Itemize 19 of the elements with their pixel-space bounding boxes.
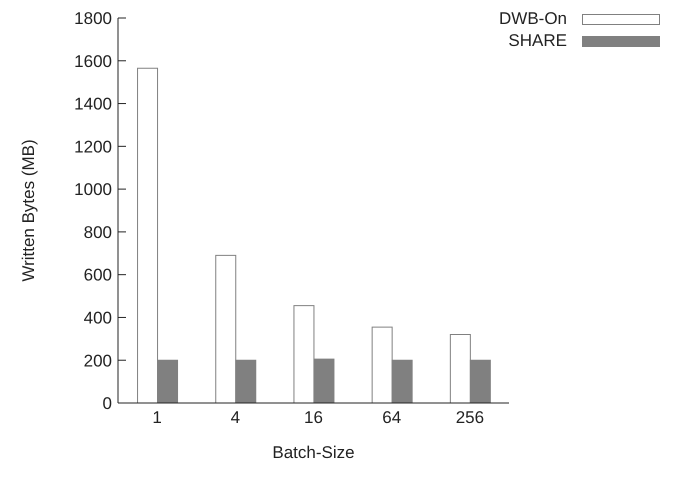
y-tick-label: 1400 bbox=[74, 94, 112, 114]
y-tick-label: 1800 bbox=[74, 9, 112, 28]
legend-label: DWB-On bbox=[499, 9, 567, 29]
x-tick-label: 64 bbox=[382, 408, 402, 428]
y-tick-label: 1200 bbox=[74, 137, 112, 156]
x-tick-label: 4 bbox=[230, 408, 240, 428]
y-tick-label: 1000 bbox=[74, 180, 112, 200]
y-tick-label: 800 bbox=[84, 222, 112, 242]
y-axis-title: Written Bytes (MB) bbox=[19, 139, 38, 282]
x-tick-label: 16 bbox=[304, 408, 323, 428]
x-axis-title: Batch-Size bbox=[272, 443, 355, 462]
x-tick-label: 1 bbox=[152, 408, 162, 428]
y-tick-label: 200 bbox=[84, 351, 112, 370]
y-tick-label: 0 bbox=[102, 394, 112, 414]
y-tick-label: 600 bbox=[84, 266, 112, 285]
legend-label: SHARE bbox=[508, 31, 567, 51]
y-tick-label: 400 bbox=[84, 308, 112, 328]
x-tick-label: 256 bbox=[456, 408, 484, 428]
y-tick-label: 1600 bbox=[74, 52, 112, 71]
